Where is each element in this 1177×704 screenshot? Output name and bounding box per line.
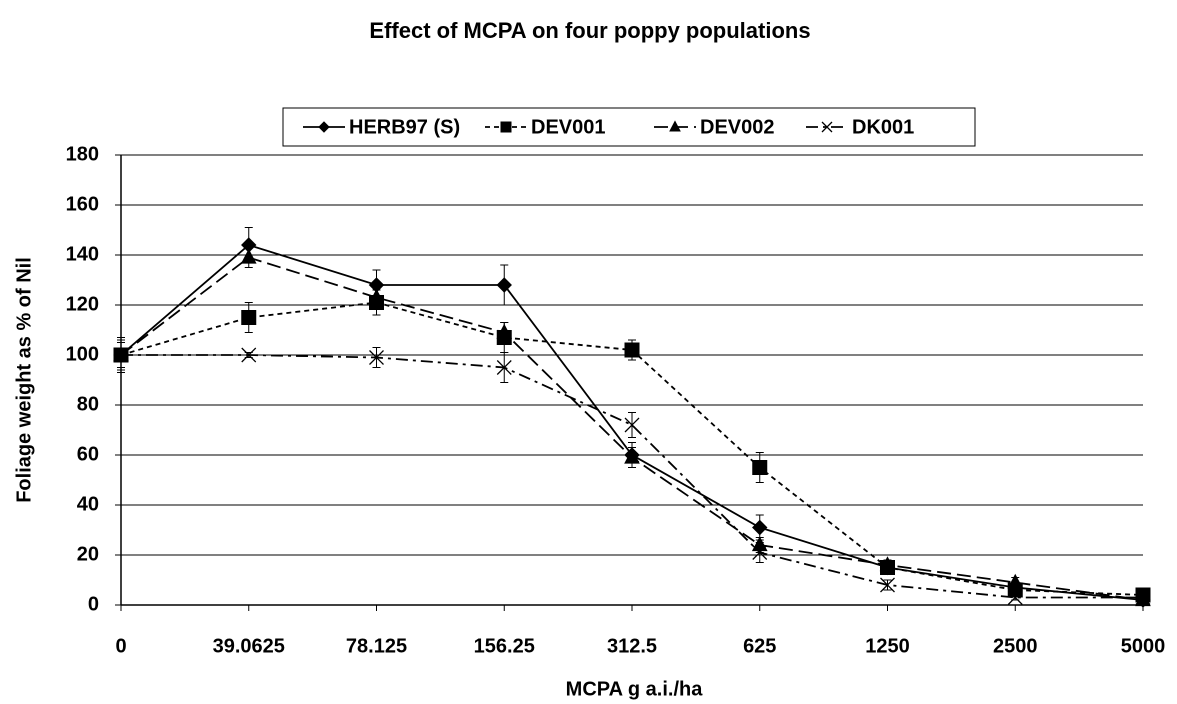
marker: [752, 519, 768, 536]
legend-label: DK001: [852, 116, 914, 138]
legend-box: [282, 107, 976, 147]
y-tick-label: 120: [66, 293, 99, 315]
marker: [752, 460, 768, 475]
marker: [1135, 590, 1151, 605]
x-tick-label: 0: [115, 635, 126, 657]
legend-label: HERB97 (S): [349, 116, 460, 138]
legend-marker: [318, 121, 330, 133]
x-tick-label: 625: [743, 635, 776, 657]
y-axis-label: Foliage weight as % of Nil: [13, 257, 35, 503]
marker: [496, 323, 513, 339]
marker: [624, 342, 640, 358]
series-line: [121, 354, 1143, 599]
x-tick-label: 1250: [865, 635, 910, 657]
y-tick-label: 0: [88, 593, 99, 615]
legend-label: DEV002: [700, 116, 775, 138]
x-tick-label: 39.0625: [213, 635, 285, 657]
y-tick-label: 160: [66, 193, 99, 215]
legend-marker: [500, 121, 512, 133]
chart-title: Effect of MCPA on four poppy populations: [369, 18, 810, 43]
y-tick-label: 40: [77, 493, 99, 515]
y-tick-label: 60: [77, 443, 99, 465]
x-tick-label: 156.25: [474, 635, 535, 657]
marker: [113, 347, 129, 363]
x-tick-label: 2500: [993, 635, 1038, 657]
marker: [241, 310, 257, 325]
y-tick-label: 140: [66, 243, 99, 265]
y-tick-label: 20: [77, 543, 99, 565]
legend-marker: [669, 120, 681, 132]
marker: [879, 556, 896, 572]
x-tick-label: 5000: [1121, 635, 1166, 657]
marker: [624, 448, 640, 464]
marker: [369, 350, 384, 365]
marker: [368, 288, 385, 304]
marker: [241, 347, 257, 363]
x-tick-label: 312.5: [607, 635, 657, 657]
marker: [240, 248, 257, 264]
marker: [624, 417, 640, 433]
marker: [1007, 590, 1023, 605]
marker: [496, 360, 512, 375]
legend-marker: [821, 121, 833, 133]
marker: [1007, 573, 1024, 589]
y-tick-label: 100: [66, 343, 99, 365]
marker: [752, 545, 768, 560]
marker: [880, 577, 895, 593]
y-tick-label: 80: [77, 393, 99, 415]
x-axis-label: MCPA g a.i./ha: [566, 678, 704, 700]
x-tick-label: 78.125: [346, 635, 407, 657]
legend-label: DEV001: [531, 116, 606, 138]
marker: [496, 277, 512, 293]
y-tick-label: 180: [66, 143, 99, 165]
